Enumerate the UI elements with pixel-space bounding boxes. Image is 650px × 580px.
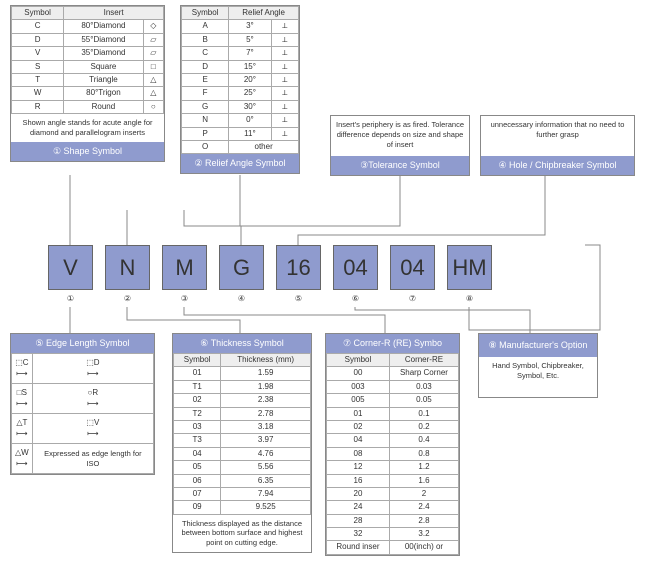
code-6: 04⑥ [333, 245, 378, 290]
edge-table: ⬚C⟼⬚D⟼ □S⟼○R⟼ △T⟼⬚V⟼ △W⟼Expressed as edg… [11, 353, 154, 474]
thickness-title: ⑥ Thickness Symbol [173, 334, 311, 353]
hole-box: unnecessary information that no need to … [480, 115, 635, 176]
code-7: 04⑦ [390, 245, 435, 290]
code-4: G④ [219, 245, 264, 290]
code-5: 16⑤ [276, 245, 321, 290]
mfr-box: ⑧ Manufacturer's Option Hand Symbol, Chi… [478, 333, 598, 398]
hole-note: unnecessary information that no need to … [481, 116, 634, 156]
shape-box: SymbolInsert C80°Diamond◇ D55°Diamond▱ V… [10, 5, 165, 162]
shape-table: SymbolInsert C80°Diamond◇ D55°Diamond▱ V… [11, 6, 164, 114]
mfr-note: Hand Symbol, Chipbreaker, Symbol, Etc. [479, 357, 597, 397]
shape-title: ① Shape Symbol [11, 142, 164, 161]
hole-title: ④ Hole / Chipbreaker Symbol [481, 156, 634, 175]
thickness-note: Thickness displayed as the distance betw… [173, 515, 311, 552]
corner-box: ⑦ Corner-R (RE) Symbo SymbolCorner-RE 00… [325, 333, 460, 556]
code-8: HM⑧ [447, 245, 492, 290]
code-row: V① N② M③ G④ 16⑤ 04⑥ 04⑦ HM⑧ [48, 245, 492, 290]
tolerance-note: Insert's periphery is as fired. Toleranc… [331, 116, 469, 156]
corner-table: SymbolCorner-RE 00Sharp Corner 0030.03 0… [326, 353, 459, 555]
thickness-table: SymbolThickness (mm) 011.59 T11.98 022.3… [173, 353, 311, 515]
edge-title: ⑤ Edge Length Symbol [11, 334, 154, 353]
shape-note: Shown angle stands for acute angle for d… [11, 114, 164, 142]
code-1: V① [48, 245, 93, 290]
code-2: N② [105, 245, 150, 290]
tolerance-title: ③Tolerance Symbol [331, 156, 469, 175]
relief-table: SymbolRelief Angle A3°⟂ B5°⟂ C7°⟂ D15°⟂ … [181, 6, 299, 154]
thickness-box: ⑥ Thickness Symbol SymbolThickness (mm) … [172, 333, 312, 553]
mfr-title: ⑧ Manufacturer's Option [479, 334, 597, 357]
tolerance-box: Insert's periphery is as fired. Toleranc… [330, 115, 470, 176]
relief-box: SymbolRelief Angle A3°⟂ B5°⟂ C7°⟂ D15°⟂ … [180, 5, 300, 174]
relief-title: ② Relief Angle Symbol [181, 154, 299, 173]
code-3: M③ [162, 245, 207, 290]
corner-title: ⑦ Corner-R (RE) Symbo [326, 334, 459, 353]
edge-box: ⑤ Edge Length Symbol ⬚C⟼⬚D⟼ □S⟼○R⟼ △T⟼⬚V… [10, 333, 155, 475]
